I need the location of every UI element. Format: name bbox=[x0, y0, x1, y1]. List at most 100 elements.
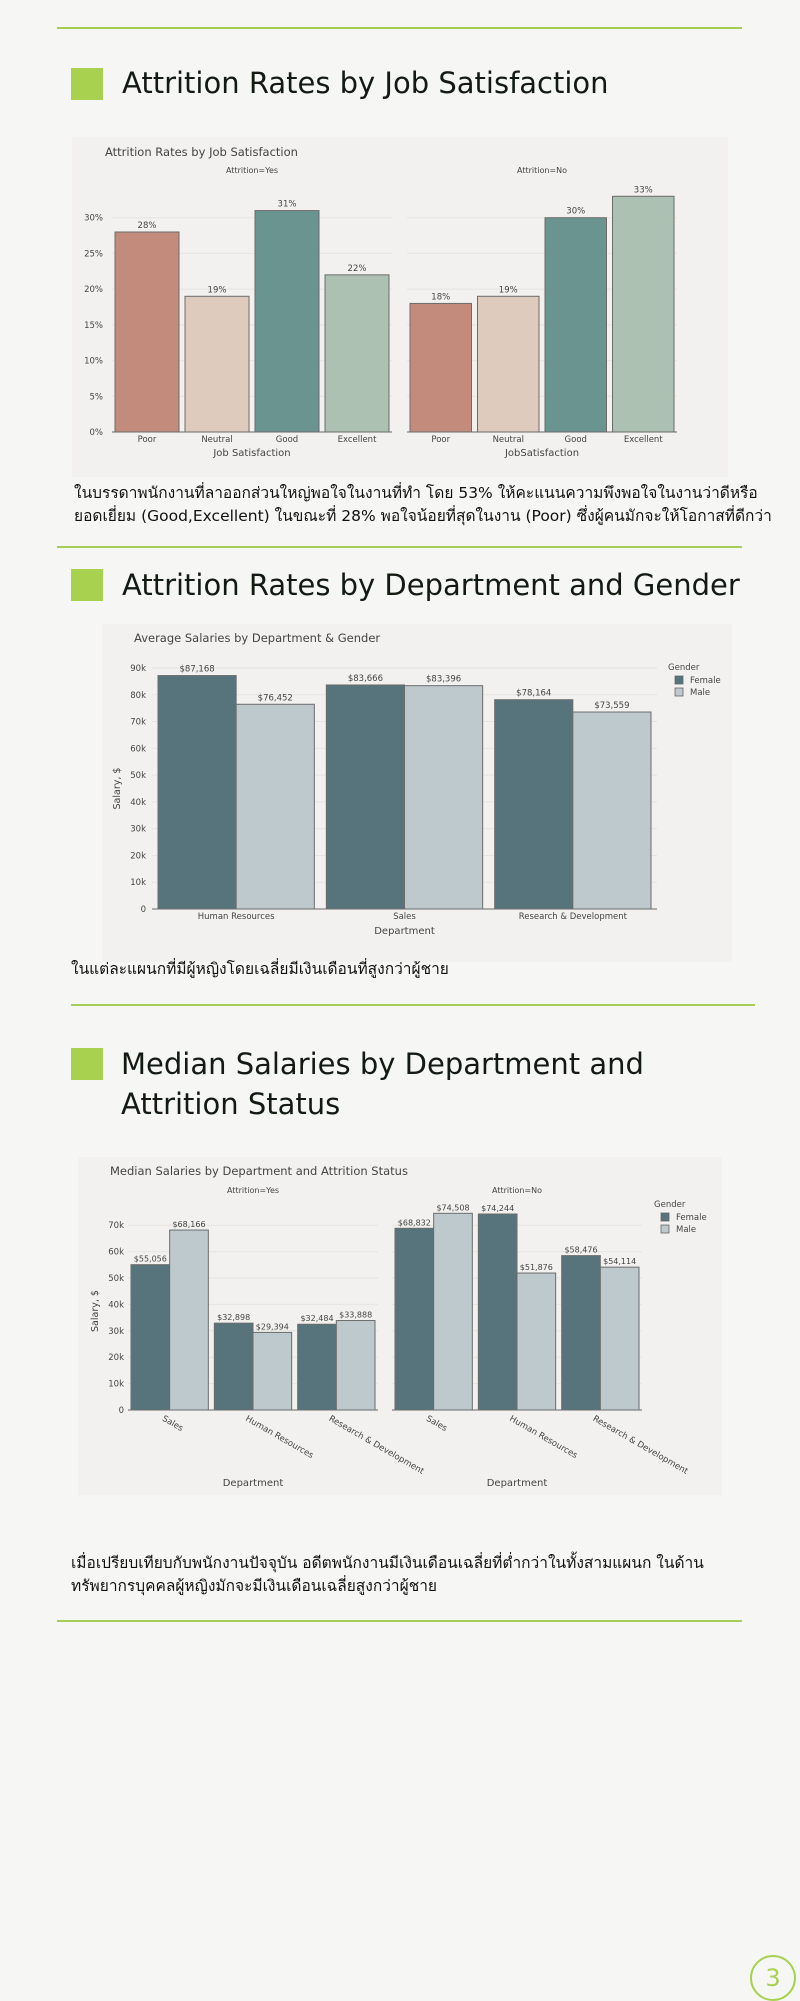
legend-swatch bbox=[660, 1224, 670, 1234]
x-tick-label: Good bbox=[276, 435, 298, 445]
y-tick-label: 40k bbox=[130, 798, 146, 808]
x-tick-label: Sales bbox=[160, 1414, 185, 1434]
legend-label: Female bbox=[676, 1213, 707, 1223]
bar bbox=[169, 1229, 209, 1411]
data-label: $74,508 bbox=[436, 1203, 469, 1212]
salary-department-gender-chart: Average Salaries by Department & Gender 0… bbox=[112, 631, 721, 937]
section2-paragraph: ในแต่ละแผนกที่มีผู้หญิงโดยเฉลี่ยมีเงินเด… bbox=[71, 960, 449, 978]
x-tick-label: Excellent bbox=[624, 435, 663, 445]
y-tick-label: 30k bbox=[108, 1327, 124, 1337]
bar bbox=[130, 1264, 171, 1411]
y-tick-label: 60k bbox=[108, 1248, 124, 1258]
data-label: $33,888 bbox=[339, 1311, 372, 1320]
y-tick-label: 90k bbox=[130, 664, 146, 674]
chart-title: Attrition Rates by Job Satisfaction bbox=[105, 145, 298, 159]
y-tick-label: 30k bbox=[130, 825, 146, 835]
bar bbox=[254, 210, 320, 433]
chart3-panel: Median Salaries by Department and Attrit… bbox=[78, 1157, 722, 1495]
x-tick-label: Sales bbox=[393, 912, 416, 922]
y-tick-label: 20k bbox=[108, 1353, 124, 1363]
x-tick-label: Poor bbox=[431, 435, 450, 445]
bar bbox=[409, 302, 472, 433]
bar bbox=[612, 195, 675, 433]
x-axis-label: JobSatisfaction bbox=[504, 448, 579, 459]
y-tick-label: 70k bbox=[130, 718, 146, 728]
x-axis-label: Job Satisfaction bbox=[212, 448, 290, 459]
chart1-panel: Attrition Rates by Job Satisfaction 0% 5% 1… bbox=[72, 137, 728, 477]
y-tick-label: 50k bbox=[130, 771, 146, 781]
data-label: 31% bbox=[278, 200, 297, 210]
section3-heading: Median Salaries by Department and Attrit… bbox=[121, 1047, 644, 1121]
bar bbox=[561, 1255, 601, 1411]
data-label: $83,666 bbox=[348, 674, 383, 684]
data-label: $51,876 bbox=[520, 1263, 553, 1272]
y-tick-label: 30% bbox=[84, 214, 103, 224]
bar bbox=[433, 1212, 473, 1411]
attrition-job-satisfaction-chart: Attrition Rates by Job Satisfaction 0% 5% 1… bbox=[84, 145, 677, 459]
data-label: 22% bbox=[348, 264, 367, 274]
y-tick-label: 10% bbox=[84, 357, 103, 367]
divider-1 bbox=[57, 546, 742, 548]
divider-top bbox=[57, 27, 742, 29]
x-tick-label: Human Resources bbox=[508, 1414, 580, 1461]
x-tick-label: Research & Development bbox=[519, 912, 628, 922]
facet-title: Attrition=No bbox=[517, 166, 567, 175]
x-tick-label: Sales bbox=[424, 1414, 449, 1434]
legend-swatch bbox=[674, 687, 684, 697]
legend-swatch bbox=[674, 675, 684, 685]
legend-label: Male bbox=[690, 688, 710, 698]
data-label: 33% bbox=[634, 185, 653, 195]
bar bbox=[599, 1266, 640, 1411]
data-label: $83,396 bbox=[426, 675, 461, 685]
y-tick-label: 0 bbox=[141, 905, 146, 915]
data-label: $76,452 bbox=[258, 693, 293, 703]
chart-title: Median Salaries by Department and Attrit… bbox=[110, 1164, 408, 1178]
data-label: 18% bbox=[431, 292, 450, 302]
data-label: $55,056 bbox=[134, 1255, 167, 1264]
data-label: $74,244 bbox=[481, 1204, 514, 1213]
divider-2 bbox=[71, 1004, 755, 1006]
bar bbox=[157, 675, 237, 910]
y-tick-label: 10k bbox=[130, 878, 146, 888]
x-tick-label: Neutral bbox=[201, 435, 232, 445]
y-tick-label: 15% bbox=[84, 321, 103, 331]
bar bbox=[477, 295, 540, 433]
chart-title: Average Salaries by Department & Gender bbox=[134, 631, 380, 645]
data-label: $68,832 bbox=[398, 1218, 431, 1227]
section1-paragraph: ในบรรดาพนักงานที่ลาออกส่วนใหญ่พอใจในงานท… bbox=[74, 484, 772, 525]
y-tick-label: 80k bbox=[130, 691, 146, 701]
data-label: $78,164 bbox=[516, 689, 551, 699]
bar bbox=[252, 1331, 293, 1411]
y-tick-label: 40k bbox=[108, 1300, 124, 1310]
x-tick-label: Research & Development bbox=[327, 1414, 426, 1477]
median-salary-attrition-chart: Median Salaries by Department and Attrit… bbox=[90, 1164, 707, 1489]
y-tick-label: 20% bbox=[84, 285, 103, 295]
data-label: $68,166 bbox=[172, 1220, 205, 1229]
bar bbox=[404, 685, 484, 910]
section1-heading: Attrition Rates by Job Satisfaction bbox=[122, 66, 609, 100]
x-axis-label: Department bbox=[223, 1478, 284, 1489]
x-axis-label: Department bbox=[374, 926, 435, 937]
y-tick-label: 70k bbox=[108, 1221, 124, 1231]
bar bbox=[235, 703, 315, 910]
heading-marker-square bbox=[71, 1048, 103, 1080]
data-label: 19% bbox=[499, 285, 518, 295]
y-tick-label: 25% bbox=[84, 249, 103, 259]
bar bbox=[325, 684, 405, 910]
bar bbox=[394, 1227, 435, 1411]
legend-swatch bbox=[660, 1212, 670, 1222]
bar bbox=[213, 1322, 254, 1411]
bar bbox=[516, 1272, 557, 1411]
y-tick-label: 60k bbox=[130, 744, 146, 754]
data-label: $73,559 bbox=[594, 701, 629, 711]
y-tick-label: 5% bbox=[90, 392, 104, 402]
bar bbox=[477, 1213, 518, 1411]
bar bbox=[324, 274, 390, 433]
legend-label: Female bbox=[690, 676, 721, 686]
facet-title: Attrition=Yes bbox=[226, 166, 278, 175]
data-label: $54,114 bbox=[603, 1257, 636, 1266]
bar bbox=[297, 1323, 337, 1411]
data-label: $29,394 bbox=[256, 1322, 289, 1331]
data-label: $58,476 bbox=[564, 1246, 597, 1255]
y-tick-label: 10k bbox=[108, 1380, 124, 1390]
